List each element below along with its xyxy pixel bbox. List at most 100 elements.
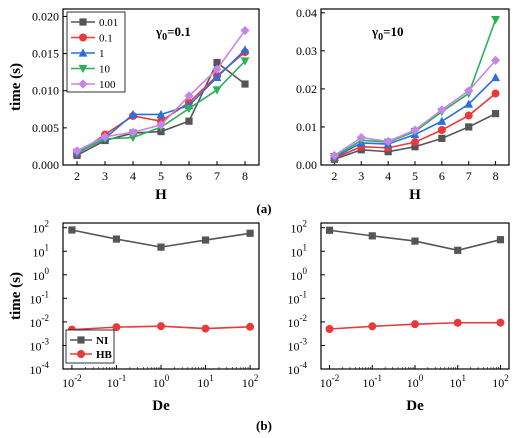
- y-tick-label: 100: [33, 266, 50, 283]
- legend-marker: [79, 33, 87, 42]
- y-tick-label: 10-3: [288, 336, 308, 353]
- y-tick-label: 10-1: [288, 289, 308, 306]
- legend-box: [65, 329, 115, 364]
- data-point-1: [240, 45, 250, 54]
- x-tick-label: 4: [385, 169, 391, 183]
- data-point-1: [212, 72, 222, 81]
- data-point-10: [212, 86, 222, 95]
- x-tick-label: 7: [214, 169, 220, 183]
- data-point-HB: [453, 318, 462, 327]
- y-axis-label: time (s): [8, 272, 24, 320]
- x-tick-label: 8: [493, 169, 499, 183]
- data-point-100: [464, 86, 474, 96]
- x-axis-label: H: [409, 187, 421, 203]
- x-tick-label: 10-1: [107, 373, 127, 390]
- x-tick-label: 5: [412, 169, 418, 183]
- y-tick-label: 10-1: [30, 289, 50, 306]
- data-point-HB: [246, 322, 255, 331]
- data-point-NI: [201, 236, 210, 244]
- data-point-1: [437, 116, 447, 125]
- data-point-10: [128, 133, 138, 143]
- data-point-HB: [368, 322, 377, 331]
- data-point-100: [383, 136, 393, 147]
- data-point-NI: [454, 246, 462, 254]
- legend-marker: [78, 64, 88, 74]
- data-point-0.01: [491, 110, 500, 118]
- data-point-10: [240, 57, 250, 66]
- y-tick-label: 0.02: [296, 82, 317, 96]
- data-point-1: [156, 109, 166, 119]
- data-point-0.01: [438, 134, 446, 142]
- y-tick-label: 0.04: [296, 6, 317, 20]
- x-tick-label: 4: [130, 169, 136, 183]
- y-tick-label: 0.03: [296, 44, 317, 58]
- x-tick-label: 10-2: [62, 373, 82, 390]
- legend-label: HB: [96, 349, 113, 361]
- data-point-0.1: [437, 125, 446, 134]
- legend-label: 10: [99, 64, 111, 76]
- data-point-0.1: [411, 138, 419, 147]
- x-tick-label: 5: [158, 169, 164, 183]
- data-point-1: [464, 99, 474, 108]
- x-tick-label: 6: [186, 169, 192, 183]
- data-point-100: [356, 133, 366, 143]
- annotation-gamma: γ0=10: [371, 24, 404, 43]
- data-point-100: [329, 150, 340, 161]
- y-tick-label: 101: [291, 242, 308, 259]
- data-point-HB: [496, 318, 505, 327]
- data-point-0.01: [213, 58, 221, 67]
- chart-panel-3: [320, 222, 510, 370]
- x-tick-label: 102: [242, 373, 259, 390]
- data-point-100: [156, 120, 166, 130]
- legend-marker: [79, 18, 87, 26]
- y-tick-label: 0.015: [32, 47, 59, 61]
- legend-label: 100: [99, 79, 116, 91]
- data-point-NI: [68, 226, 76, 234]
- y-tick-label: 100: [291, 266, 308, 283]
- data-point-HB: [112, 323, 121, 332]
- data-point-100: [437, 105, 447, 115]
- data-point-10: [491, 16, 500, 25]
- data-point-0.1: [464, 111, 473, 120]
- data-point-HB: [325, 324, 334, 333]
- x-tick-label: 2: [74, 169, 80, 183]
- data-point-NI: [112, 235, 121, 243]
- data-point-100: [184, 91, 194, 101]
- y-axis-label: time (s): [8, 63, 24, 111]
- y-tick-label: 0.020: [32, 9, 59, 23]
- x-tick-label: 101: [197, 373, 214, 390]
- data-point-NI: [496, 236, 505, 244]
- y-tick-label: 10-4: [288, 360, 308, 377]
- y-tick-label: 10-2: [288, 313, 308, 330]
- data-point-NI: [411, 237, 419, 245]
- x-tick-label: 3: [102, 169, 108, 183]
- data-point-HB: [411, 320, 419, 329]
- y-tick-label: 102: [291, 219, 308, 236]
- y-tick-label: 0.01: [296, 120, 317, 134]
- data-point-100: [100, 132, 110, 142]
- x-tick-label: 7: [466, 169, 472, 183]
- x-tick-label: 101: [449, 373, 466, 390]
- legend-marker: [78, 48, 88, 57]
- data-point-100: [128, 127, 138, 137]
- data-point-0.01: [241, 80, 249, 88]
- x-axis-label: H: [155, 187, 167, 203]
- data-point-10: [184, 104, 194, 114]
- x-tick-label: 2: [331, 169, 337, 183]
- legend-box: [66, 11, 126, 93]
- legend-marker: [78, 79, 88, 89]
- chart-panel-1: [320, 8, 510, 166]
- chart-panel-0: [62, 8, 260, 166]
- data-point-NI: [368, 232, 376, 240]
- data-point-0.01: [185, 117, 193, 125]
- legend-marker: [77, 350, 85, 358]
- y-tick-label: 10-2: [30, 313, 50, 330]
- x-tick-label: 6: [439, 169, 445, 183]
- y-tick-label: 0.00: [296, 158, 317, 172]
- y-tick-label: 102: [33, 219, 50, 236]
- y-tick-label: 0.005: [32, 121, 59, 135]
- x-tick-label: 100: [407, 373, 424, 390]
- x-tick-label: 10-2: [320, 373, 340, 390]
- data-point-1: [491, 72, 500, 82]
